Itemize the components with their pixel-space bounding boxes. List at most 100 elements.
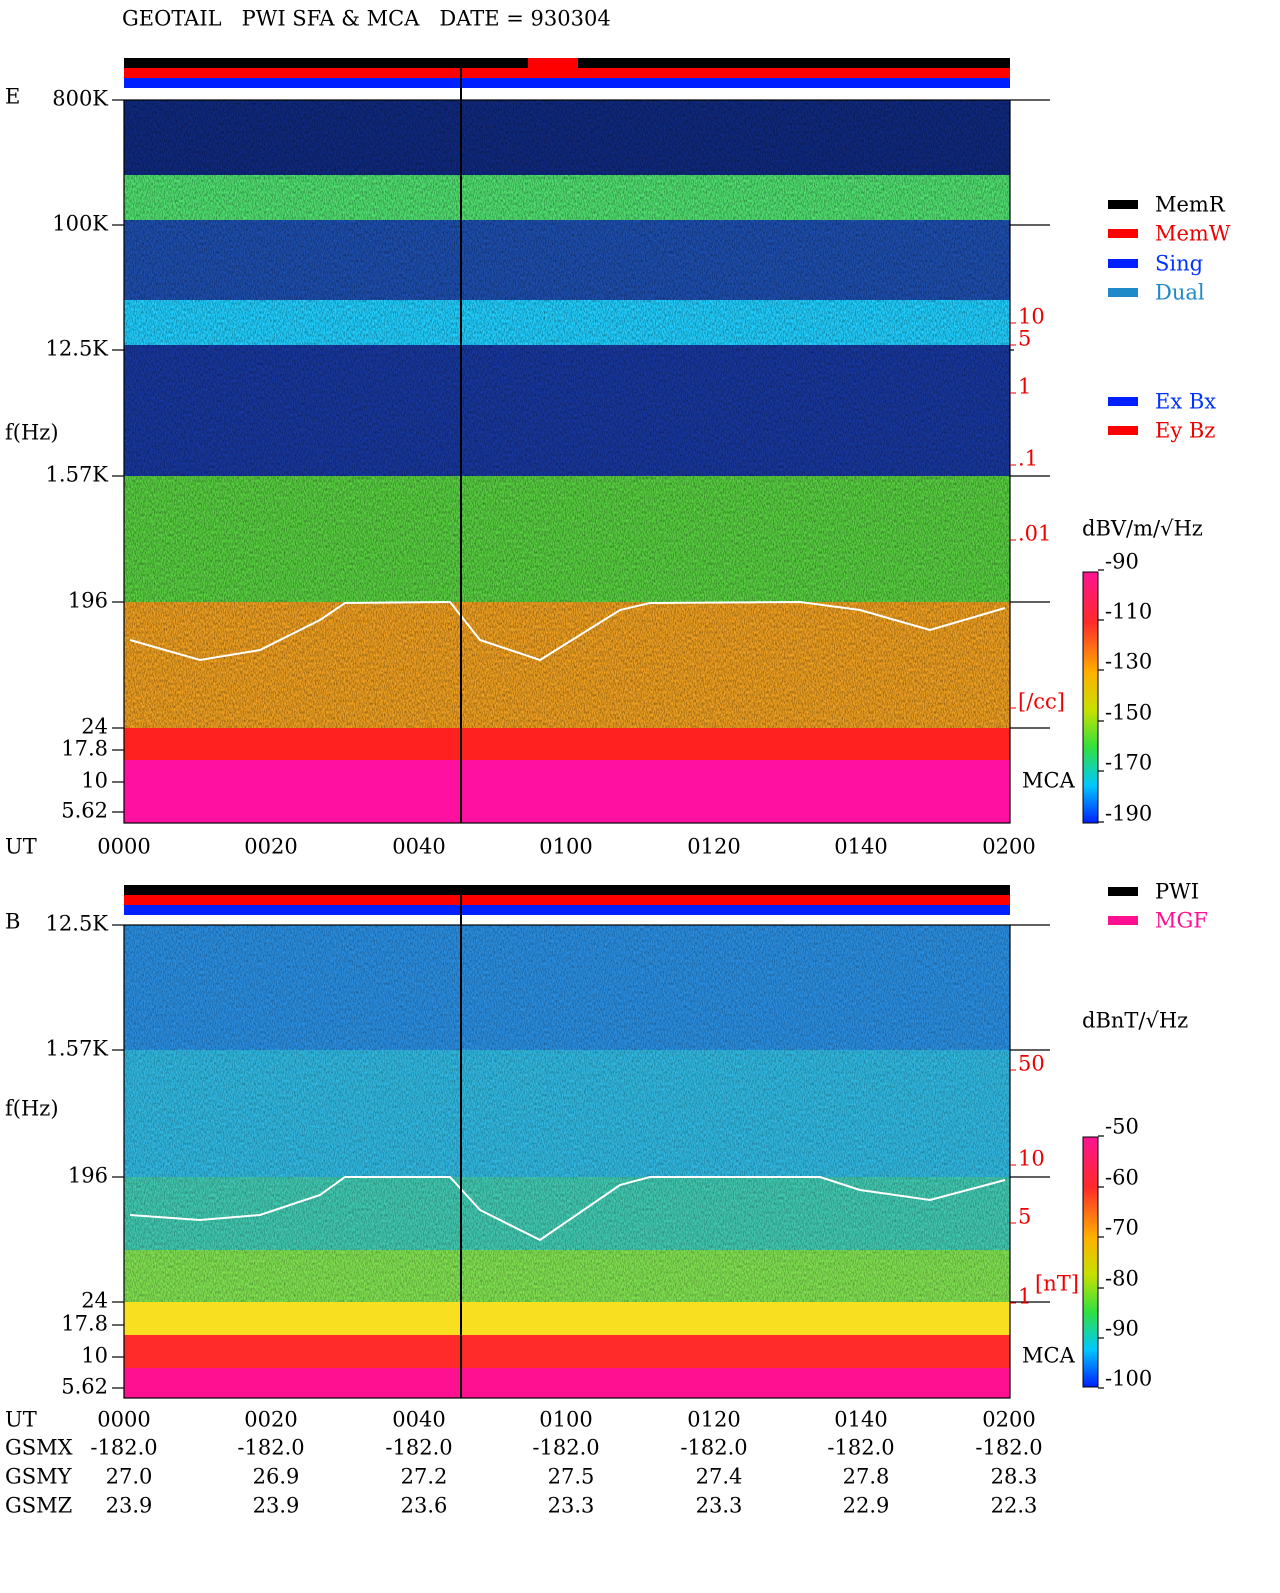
y-tick-label: 12.5K [46, 912, 109, 936]
y-tick-label: 196 [68, 1164, 108, 1188]
colorbar-tick-label: -60 [1105, 1166, 1139, 1190]
y-tick-label: 800K [52, 87, 108, 111]
colorbar-tick-label: -70 [1105, 1216, 1139, 1240]
y-tick-label: 24 [81, 715, 108, 739]
mca-label: MCA [1022, 1344, 1076, 1368]
y-tick-label: 5.62 [61, 799, 108, 823]
legend-entry: PWI [1155, 880, 1199, 904]
orbit-value: 23.3 [548, 1494, 595, 1518]
x-tick-label: 0200 [982, 835, 1035, 859]
field-tick-label: 5 [1018, 1205, 1031, 1229]
colorbar-tick-label: -150 [1105, 701, 1152, 725]
y-tick-label: 5.62 [61, 1375, 108, 1399]
y-tick-label: 100K [52, 212, 108, 236]
x-tick-label: 0120 [687, 835, 740, 859]
orbit-value: 27.0 [106, 1465, 153, 1489]
colorbar-tick-label: -130 [1105, 650, 1152, 674]
x-tick-label: 0000 [97, 835, 150, 859]
title: GEOTAIL PWI SFA & MCA DATE = 930304 [122, 7, 611, 31]
density-tick-label: 5 [1018, 327, 1031, 351]
orbit-value: 26.9 [253, 1465, 300, 1489]
orbit-time: 0140 [834, 1408, 887, 1432]
legend-entry: MemW [1155, 222, 1231, 246]
colorbar-tick-label: -50 [1105, 1115, 1139, 1139]
x-tick-label: 0140 [834, 835, 887, 859]
y-tick-label: 12.5K [46, 337, 109, 361]
field-tick-label: 50 [1018, 1052, 1045, 1076]
panel-label: E [5, 85, 20, 109]
colorbar-tick-label: -80 [1105, 1267, 1139, 1291]
y-tick-label: 17.8 [61, 1312, 108, 1336]
orbit-value: 27.5 [548, 1465, 595, 1489]
orbit-value: -182.0 [827, 1436, 894, 1460]
legend-swatch [1108, 288, 1138, 297]
colorbar-title: dBnT/√Hz [1082, 1009, 1188, 1033]
y-tick-label: 10 [81, 769, 108, 793]
y-axis-label: f(Hz) [5, 421, 59, 445]
legend-entry: MGF [1155, 909, 1208, 933]
legend-swatch [1108, 916, 1138, 925]
orbit-value: 28.3 [991, 1465, 1038, 1489]
legend-entry: Sing [1155, 252, 1203, 276]
orbit-time: 0100 [539, 1408, 592, 1432]
density-tick-label: 10 [1018, 305, 1045, 329]
orbit-value: 27.4 [696, 1465, 743, 1489]
y-tick-label: 1.57K [46, 463, 109, 487]
x-tick-label: 0020 [244, 835, 297, 859]
density-tick-label: .01 [1018, 522, 1051, 546]
orbit-time: 0000 [97, 1408, 150, 1432]
legend-swatch [1108, 397, 1138, 406]
orbit-value: 23.9 [106, 1494, 153, 1518]
colorbar-tick-label: -100 [1105, 1367, 1152, 1391]
legend-swatch [1108, 259, 1138, 268]
legend-swatch [1108, 887, 1138, 896]
orbit-value: -182.0 [680, 1436, 747, 1460]
orbit-value: 23.9 [253, 1494, 300, 1518]
orbit-value: 23.6 [401, 1494, 448, 1518]
y-axis-label: f(Hz) [5, 1097, 59, 1121]
orbit-value: 27.8 [843, 1465, 890, 1489]
density-tick-label: .1 [1018, 447, 1038, 471]
mca-label: MCA [1022, 769, 1076, 793]
y-tick-label: 1.57K [46, 1037, 109, 1061]
colorbar-title: dBV/m/√Hz [1082, 517, 1203, 541]
colorbar-tick-label: -90 [1105, 550, 1139, 574]
density-tick-label: [/cc] [1018, 690, 1065, 714]
orbit-row-name: GSMZ [5, 1494, 72, 1518]
x-tick-label: 0040 [392, 835, 445, 859]
orbit-value: -182.0 [532, 1436, 599, 1460]
colorbar-tick-label: -110 [1105, 600, 1152, 624]
spectrograms [123, 58, 1099, 1399]
y-tick-label: 10 [81, 1344, 108, 1368]
legend-entry: MemR [1155, 193, 1226, 217]
y-tick-label: 196 [68, 589, 108, 613]
orbit-time: 0120 [687, 1408, 740, 1432]
orbit-value: -182.0 [385, 1436, 452, 1460]
field-tick-label: 1 [1018, 1285, 1031, 1309]
field-tick-label: [nT] [1035, 1272, 1079, 1296]
colorbar-tick-label: -190 [1105, 802, 1152, 826]
field-tick-label: 10 [1018, 1147, 1045, 1171]
x-axis-label: UT [5, 835, 37, 859]
legend-swatch [1108, 426, 1138, 435]
legend-entry: Dual [1155, 281, 1205, 305]
legend-swatch [1108, 200, 1138, 209]
labels: Ef(Hz)800K100K12.5K1.57K1962417.8105.621… [5, 85, 1231, 1518]
orbit-time: 0020 [244, 1408, 297, 1432]
orbit-value: -182.0 [90, 1436, 157, 1460]
orbit-header: UT [5, 1408, 37, 1432]
y-tick-label: 24 [81, 1289, 108, 1313]
orbit-time: 0040 [392, 1408, 445, 1432]
x-tick-label: 0100 [539, 835, 592, 859]
orbit-value: 27.2 [401, 1465, 448, 1489]
density-tick-label: 1 [1018, 375, 1031, 399]
orbit-value: -182.0 [975, 1436, 1042, 1460]
legend-swatch [1108, 229, 1138, 238]
colorbar-tick-label: -90 [1105, 1317, 1139, 1341]
panel-label: B [5, 910, 20, 934]
orbit-time: 0200 [982, 1408, 1035, 1432]
orbit-row-name: GSMX [5, 1436, 73, 1460]
legend-entry: Ex Bx [1155, 390, 1216, 414]
legend-entry: Ey Bz [1155, 419, 1215, 443]
